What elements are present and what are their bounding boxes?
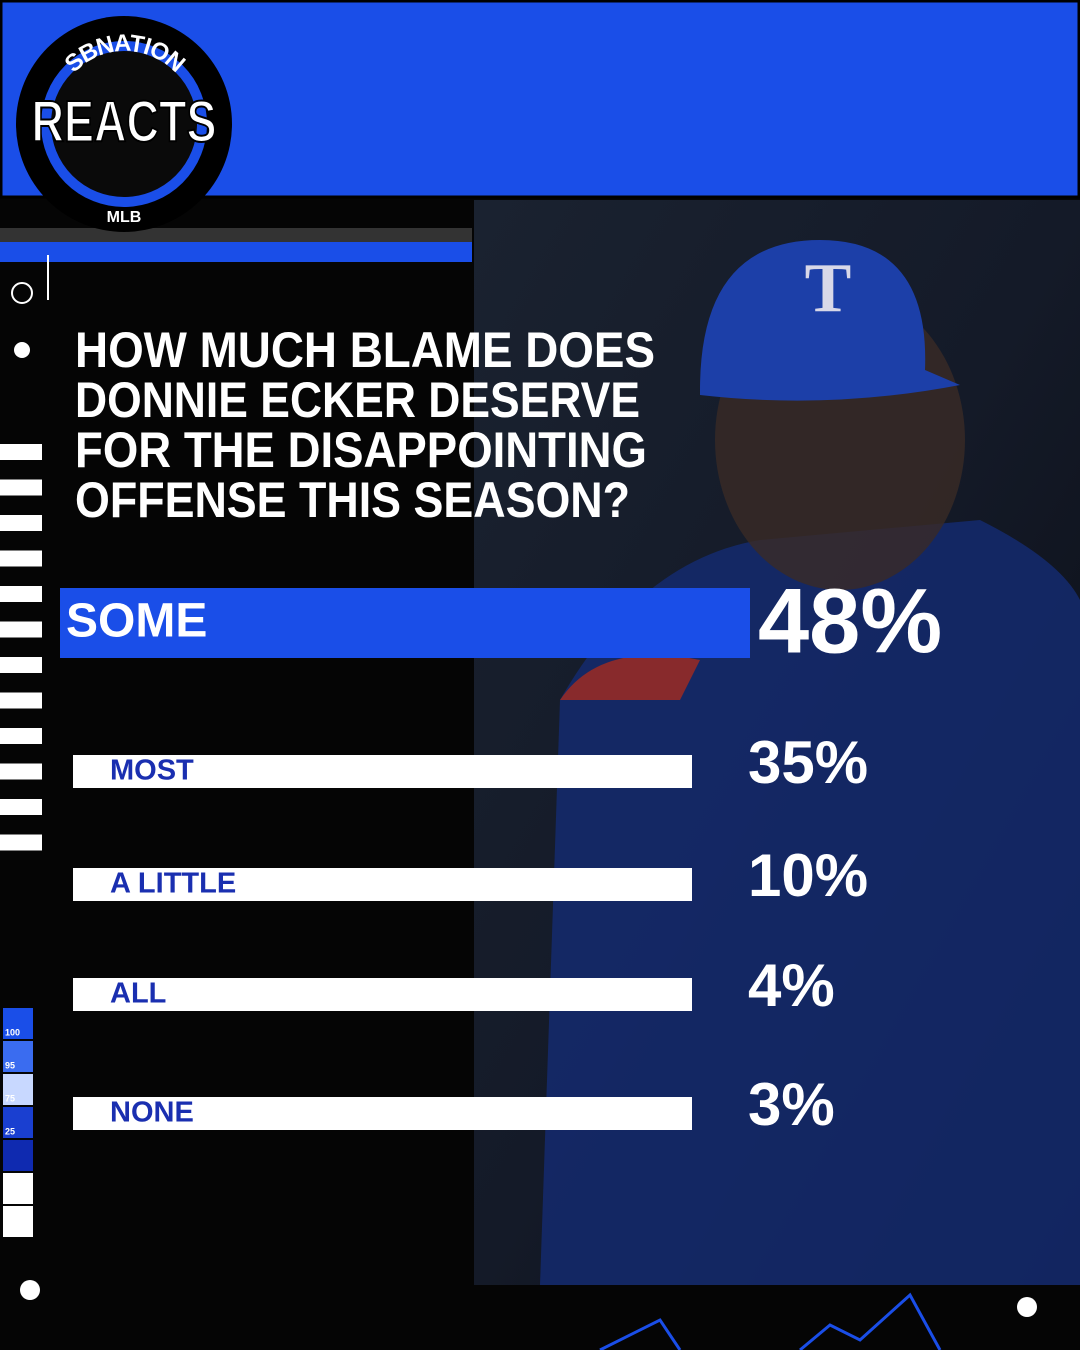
result-bar: [73, 1097, 692, 1130]
dot: [20, 1280, 40, 1300]
question-line: DONNIE ECKER DESERVE: [75, 372, 640, 428]
scale-block: [3, 1041, 33, 1072]
result-label: MOST: [110, 755, 194, 787]
scale-label: 95: [5, 1060, 15, 1070]
dot: [1017, 1297, 1037, 1317]
stripe: [0, 621, 42, 638]
stripe: [0, 586, 42, 602]
scale-label: 100: [5, 1027, 20, 1037]
hoodie-trim: [560, 655, 700, 700]
stripe: [0, 657, 42, 673]
stripe: [0, 515, 42, 531]
logo-ring: [41, 41, 207, 207]
blue-stripe: [0, 242, 472, 262]
result-percent: 35%: [748, 729, 868, 796]
crosshair: [11, 282, 33, 304]
stripe: [0, 550, 42, 567]
dot: [14, 342, 30, 358]
scale-block: [3, 1140, 33, 1171]
stripe: [0, 799, 42, 815]
player-cap: [700, 240, 960, 401]
logo-main: REACTS: [32, 89, 217, 154]
player-hoodie: [540, 520, 1080, 1285]
scale-block: [3, 1173, 33, 1204]
stripe: [0, 692, 42, 709]
result-percent: 3%: [748, 1071, 835, 1138]
stripe: [0, 728, 42, 744]
question-line: OFFENSE THIS SEASON?: [75, 472, 630, 528]
scale: 100 95 75 25: [3, 1008, 33, 1237]
results: SOME 48% MOST 35% A LITTLE 10% ALL 4% NONE 3%: [60, 570, 942, 1138]
question-line: HOW MUCH BLAME DOES: [75, 322, 655, 378]
cap-logo: T: [805, 250, 852, 327]
scale-block: [3, 1206, 33, 1237]
scale-block: [3, 1074, 33, 1105]
result-percent: 10%: [748, 842, 868, 909]
result-percent: 4%: [748, 952, 835, 1019]
result-label: NONE: [110, 1097, 194, 1129]
stripe: [0, 479, 42, 496]
result-bar: [60, 588, 750, 658]
result-bar: [73, 755, 692, 788]
result-label: SOME: [66, 595, 207, 648]
deco-wave: [599, 1292, 942, 1350]
result-bar: [73, 978, 692, 1011]
result-bar: [73, 868, 692, 901]
result-label: ALL: [110, 978, 166, 1010]
scale-label: 25: [5, 1126, 15, 1136]
logo-bottom: MLB: [107, 209, 142, 226]
stripe: [0, 444, 42, 460]
result-label: A LITTLE: [110, 868, 236, 900]
scale-block: [3, 1107, 33, 1138]
stripe: [0, 834, 42, 851]
question-line: FOR THE DISAPPOINTING: [75, 422, 647, 478]
gray-stripe: [0, 228, 472, 242]
scale-block: [3, 1008, 33, 1039]
result-percent: 48%: [758, 570, 942, 672]
stripes: [0, 444, 42, 851]
stripe: [0, 763, 42, 780]
scale-label: 75: [5, 1093, 15, 1103]
